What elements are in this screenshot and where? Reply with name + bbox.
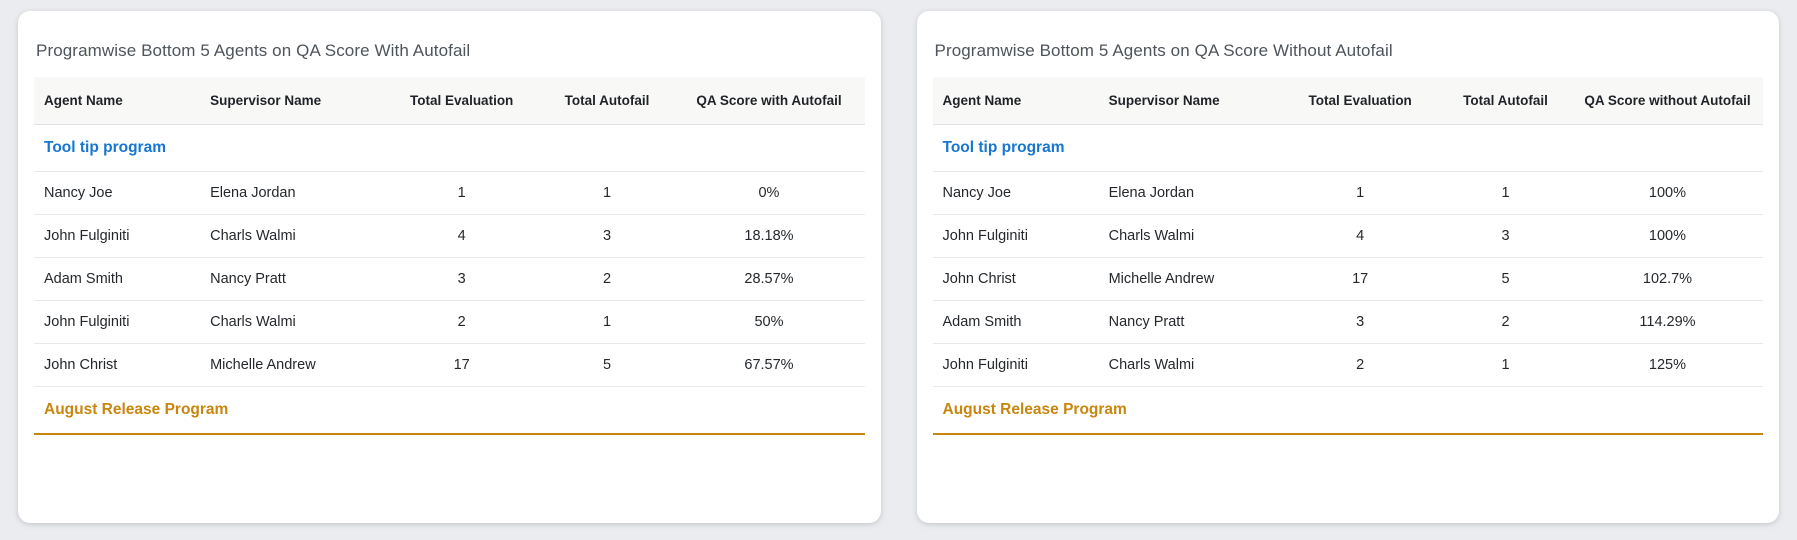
qa-score-cell: 28.57% [673,257,865,301]
total-evaluation-cell: 17 [1281,257,1440,301]
card-title: Programwise Bottom 5 Agents on QA Score … [934,41,1393,60]
column-header-agent-name: Agent Name [34,77,201,125]
supervisor-name-cell: Charls Walmi [1098,214,1282,258]
table-row: John Fulginiti Charls Walmi 2 1 125% [932,343,1763,387]
qa-score-cell: 50% [673,300,865,344]
agent-name-cell: Nancy Joe [34,171,201,215]
agent-name-cell: John Fulginiti [932,214,1099,258]
program-group-header-tool-tip-program[interactable]: Tool tip program [34,124,865,172]
qa-score-card-without-autofail: Programwise Bottom 5 Agents on QA Score … [916,11,1779,523]
agent-name-cell: John Fulginiti [932,343,1099,387]
agent-name-cell: John Christ [34,343,201,387]
column-header-supervisor-name: Supervisor Name [1098,77,1282,125]
qa-score-cell: 102.7% [1571,257,1763,301]
table-header-row: Agent Name Supervisor Name Total Evaluatio… [34,77,865,125]
program-group-label: Tool tip program [34,124,865,172]
total-evaluation-cell: 1 [1281,171,1440,215]
supervisor-name-cell: Michelle Andrew [200,343,383,387]
agent-name-cell: Nancy Joe [932,171,1099,215]
table-row: Adam Smith Nancy Pratt 3 2 28.57% [34,257,865,301]
total-autofail-cell: 1 [540,171,674,215]
total-evaluation-cell: 3 [382,257,541,301]
total-autofail-cell: 2 [1439,300,1572,344]
table-row: John Fulginiti Charls Walmi 4 3 18.18% [34,214,865,258]
total-evaluation-cell: 2 [1281,343,1440,387]
qa-score-table: Agent Name Supervisor Name Total Evaluatio… [932,77,1763,435]
total-autofail-cell: 1 [1439,343,1572,387]
program-group-label: August Release Program [34,386,865,434]
qa-score-cell: 67.57% [673,343,865,387]
supervisor-name-cell: Charls Walmi [200,214,383,258]
column-header-agent-name: Agent Name [932,77,1099,125]
qa-score-cell: 100% [1571,214,1763,258]
column-header-total-autofail: Total Autofail [1439,77,1572,125]
agent-name-cell: Adam Smith [932,300,1099,344]
qa-score-cell: 125% [1571,343,1763,387]
column-header-total-autofail: Total Autofail [540,77,674,125]
total-autofail-cell: 1 [1439,171,1572,215]
table-row: John Christ Michelle Andrew 17 5 102.7% [932,257,1763,301]
column-header-total-evaluation: Total Evaluation [382,77,541,125]
table-row: Nancy Joe Elena Jordan 1 1 100% [932,171,1763,215]
supervisor-name-cell: Elena Jordan [1098,171,1282,215]
table-row: Adam Smith Nancy Pratt 3 2 114.29% [932,300,1763,344]
qa-score-cell: 0% [673,171,865,215]
qa-score-card-with-autofail: Programwise Bottom 5 Agents on QA Score … [18,11,881,523]
supervisor-name-cell: Charls Walmi [200,300,383,344]
total-autofail-cell: 3 [1439,214,1572,258]
qa-score-table: Agent Name Supervisor Name Total Evaluatio… [34,77,865,435]
column-header-qa-score-with-autofail: QA Score with Autofail [673,77,865,125]
total-autofail-cell: 1 [540,300,674,344]
total-autofail-cell: 2 [540,257,674,301]
qa-score-cell: 114.29% [1571,300,1763,344]
table-row: Nancy Joe Elena Jordan 1 1 0% [34,171,865,215]
agent-name-cell: John Fulginiti [34,214,201,258]
program-group-label: Tool tip program [932,124,1763,172]
total-evaluation-cell: 2 [382,300,541,344]
program-group-header-august-release-program[interactable]: August Release Program [34,386,865,434]
program-group-header-august-release-program[interactable]: August Release Program [932,386,1763,434]
table-row: John Christ Michelle Andrew 17 5 67.57% [34,343,865,387]
total-evaluation-cell: 4 [382,214,541,258]
supervisor-name-cell: Charls Walmi [1098,343,1282,387]
supervisor-name-cell: Elena Jordan [200,171,383,215]
qa-score-cell: 18.18% [673,214,865,258]
supervisor-name-cell: Nancy Pratt [200,257,383,301]
total-evaluation-cell: 3 [1281,300,1440,344]
supervisor-name-cell: Michelle Andrew [1098,257,1282,301]
card-title: Programwise Bottom 5 Agents on QA Score … [36,41,471,60]
total-evaluation-cell: 17 [382,343,541,387]
supervisor-name-cell: Nancy Pratt [1098,300,1282,344]
table-row: John Fulginiti Charls Walmi 4 3 100% [932,214,1763,258]
agent-name-cell: John Fulginiti [34,300,201,344]
column-header-total-evaluation: Total Evaluation [1281,77,1440,125]
program-group-label: August Release Program [932,386,1763,434]
table-header-row: Agent Name Supervisor Name Total Evaluatio… [932,77,1763,125]
qa-score-cell: 100% [1571,171,1763,215]
column-header-qa-score-without-autofail: QA Score without Autofail [1571,77,1763,125]
column-header-supervisor-name: Supervisor Name [200,77,383,125]
table-row: John Fulginiti Charls Walmi 2 1 50% [34,300,865,344]
total-evaluation-cell: 1 [382,171,541,215]
total-autofail-cell: 5 [540,343,674,387]
agent-name-cell: Adam Smith [34,257,201,301]
program-group-header-tool-tip-program[interactable]: Tool tip program [932,124,1763,172]
agent-name-cell: John Christ [932,257,1099,301]
total-evaluation-cell: 4 [1281,214,1440,258]
total-autofail-cell: 3 [540,214,674,258]
total-autofail-cell: 5 [1439,257,1572,301]
